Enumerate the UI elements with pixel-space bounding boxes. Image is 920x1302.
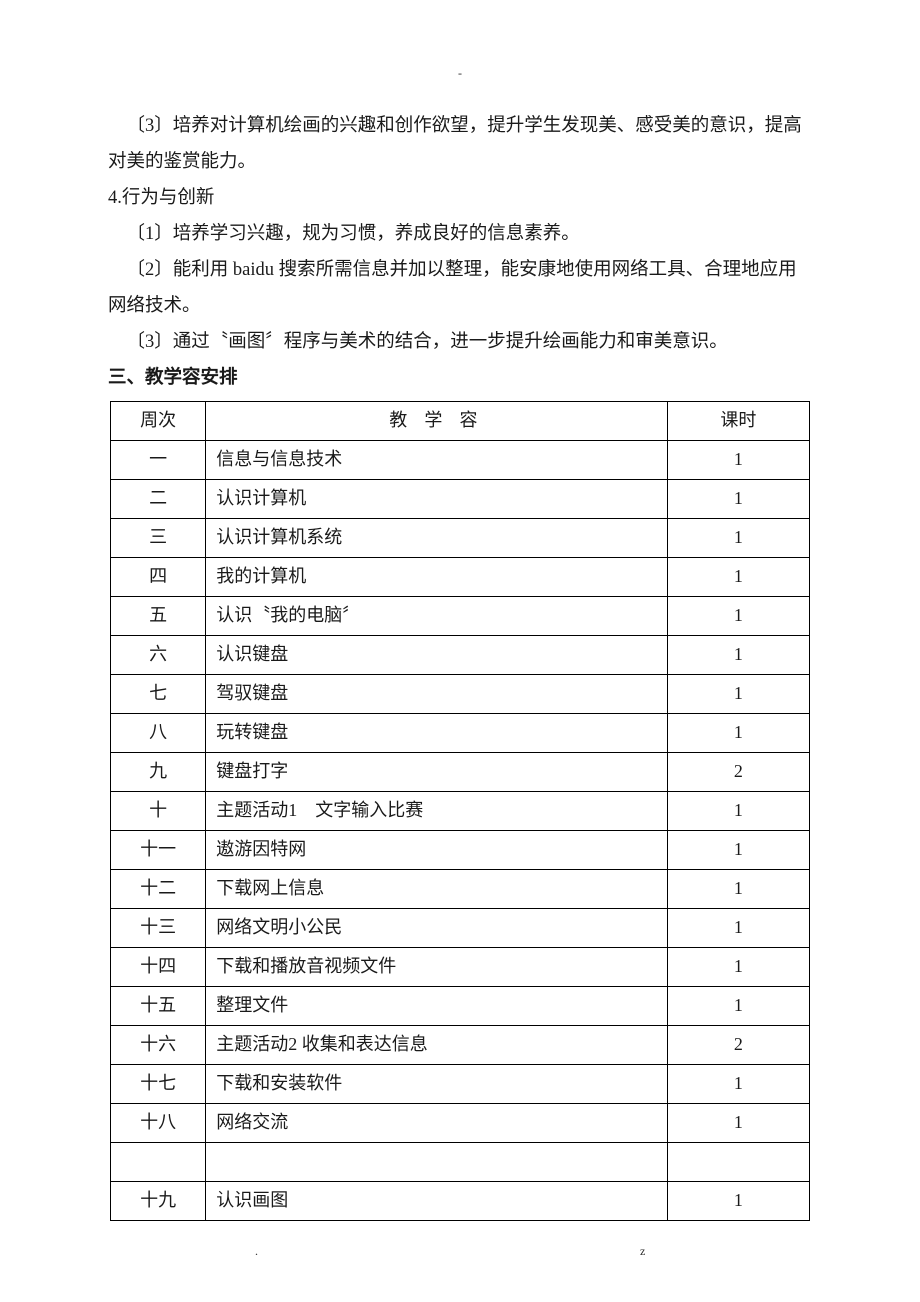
table-row: 十八网络交流1: [111, 1103, 810, 1142]
cell-content: 认识〝我的电脑〞: [206, 596, 668, 635]
paragraph: 〔2〕能利用 baidu 搜索所需信息并加以整理，能安康地使用网络工具、合理地应…: [108, 252, 812, 324]
cell-week: 十五: [111, 986, 206, 1025]
page: - 〔3〕培养对计算机绘画的兴趣和创作欲望，提升学生发现美、感受美的意识，提高对…: [0, 0, 920, 1302]
cell-content: 遨游因特网: [206, 830, 668, 869]
table-row: 十一遨游因特网1: [111, 830, 810, 869]
cell-hours: 1: [667, 1064, 809, 1103]
table-row: 五认识〝我的电脑〞1: [111, 596, 810, 635]
footer-dot: .: [255, 1244, 258, 1259]
cell-week: 四: [111, 557, 206, 596]
cell-hours: 1: [667, 440, 809, 479]
cell-hours: 1: [667, 791, 809, 830]
cell-week: 十一: [111, 830, 206, 869]
cell-week: 六: [111, 635, 206, 674]
cell-hours: 1: [667, 1181, 809, 1220]
cell-week: 一: [111, 440, 206, 479]
table-row: 十五整理文件1: [111, 986, 810, 1025]
header-mark: -: [0, 66, 920, 81]
cell-hours: 2: [667, 752, 809, 791]
col-header-week: 周次: [111, 401, 206, 440]
table-header-row: 周次 教 学 容 课时: [111, 401, 810, 440]
cell-week: 十: [111, 791, 206, 830]
table-row: 九键盘打字2: [111, 752, 810, 791]
cell-hours: 1: [667, 1103, 809, 1142]
cell-content: 网络文明小公民: [206, 908, 668, 947]
cell-content: 下载网上信息: [206, 869, 668, 908]
section-heading: 三、教学容安排: [108, 360, 812, 396]
cell-content: 驾驭键盘: [206, 674, 668, 713]
cell-content: 主题活动1 文字输入比赛: [206, 791, 668, 830]
cell-content: 认识计算机系统: [206, 518, 668, 557]
cell-content: 下载和播放音视频文件: [206, 947, 668, 986]
cell-content: 认识画图: [206, 1181, 668, 1220]
cell-week: 十三: [111, 908, 206, 947]
paragraph: 〔3〕培养对计算机绘画的兴趣和创作欲望，提升学生发现美、感受美的意识，提高对美的…: [108, 108, 812, 180]
cell-content: 主题活动2 收集和表达信息: [206, 1025, 668, 1064]
paragraph: 〔1〕培养学习兴趣，规为习惯，养成良好的信息素养。: [108, 216, 812, 252]
cell-hours: 1: [667, 830, 809, 869]
cell-week: 十六: [111, 1025, 206, 1064]
cell-week: 五: [111, 596, 206, 635]
cell-hours: 1: [667, 908, 809, 947]
table-row: [111, 1142, 810, 1181]
cell-hours: 2: [667, 1025, 809, 1064]
cell-week: 十四: [111, 947, 206, 986]
cell-content: 下载和安装软件: [206, 1064, 668, 1103]
paragraph: 〔3〕通过〝画图〞程序与美术的结合，进一步提升绘画能力和审美意识。: [108, 324, 812, 360]
table-row: 十四下载和播放音视频文件1: [111, 947, 810, 986]
cell-hours: 1: [667, 518, 809, 557]
table-row: 三认识计算机系统1: [111, 518, 810, 557]
table-row: 十主题活动1 文字输入比赛1: [111, 791, 810, 830]
cell-week: 二: [111, 479, 206, 518]
cell-hours: 1: [667, 986, 809, 1025]
cell-week: 八: [111, 713, 206, 752]
cell-hours: 1: [667, 869, 809, 908]
cell-hours: 1: [667, 596, 809, 635]
cell-hours: 1: [667, 557, 809, 596]
table-row: 十七下载和安装软件1: [111, 1064, 810, 1103]
col-header-hours: 课时: [667, 401, 809, 440]
cell-hours: 1: [667, 947, 809, 986]
cell-week: 七: [111, 674, 206, 713]
cell-week: 十九: [111, 1181, 206, 1220]
cell-content: 信息与信息技术: [206, 440, 668, 479]
cell-week: 九: [111, 752, 206, 791]
cell-hours: 1: [667, 635, 809, 674]
cell-hours: 1: [667, 713, 809, 752]
table-row: 七驾驭键盘1: [111, 674, 810, 713]
cell-content: 玩转键盘: [206, 713, 668, 752]
cell-content: 认识键盘: [206, 635, 668, 674]
cell-content: 认识计算机: [206, 479, 668, 518]
table-row: 十三网络文明小公民1: [111, 908, 810, 947]
cell-week: 三: [111, 518, 206, 557]
paragraph: 4.行为与创新: [108, 180, 812, 216]
cell-hours: 1: [667, 674, 809, 713]
cell-content: 网络交流: [206, 1103, 668, 1142]
table-row: 八玩转键盘1: [111, 713, 810, 752]
cell-content: 我的计算机: [206, 557, 668, 596]
cell-hours: 1: [667, 479, 809, 518]
table-row: 十九认识画图1: [111, 1181, 810, 1220]
cell-week: [111, 1142, 206, 1181]
cell-content: [206, 1142, 668, 1181]
table-row: 二认识计算机1: [111, 479, 810, 518]
cell-week: 十八: [111, 1103, 206, 1142]
body-content: 〔3〕培养对计算机绘画的兴趣和创作欲望，提升学生发现美、感受美的意识，提高对美的…: [108, 108, 812, 1221]
table-row: 一信息与信息技术1: [111, 440, 810, 479]
table-row: 四我的计算机1: [111, 557, 810, 596]
table-row: 六认识键盘1: [111, 635, 810, 674]
col-header-content: 教 学 容: [206, 401, 668, 440]
cell-week: 十二: [111, 869, 206, 908]
schedule-table: 周次 教 学 容 课时 一信息与信息技术1 二认识计算机1 三认识计算机系统1 …: [110, 401, 810, 1221]
table-row: 十六主题活动2 收集和表达信息2: [111, 1025, 810, 1064]
cell-hours: [667, 1142, 809, 1181]
footer-z: z: [640, 1244, 645, 1259]
cell-week: 十七: [111, 1064, 206, 1103]
cell-content: 整理文件: [206, 986, 668, 1025]
cell-content: 键盘打字: [206, 752, 668, 791]
table-row: 十二下载网上信息1: [111, 869, 810, 908]
